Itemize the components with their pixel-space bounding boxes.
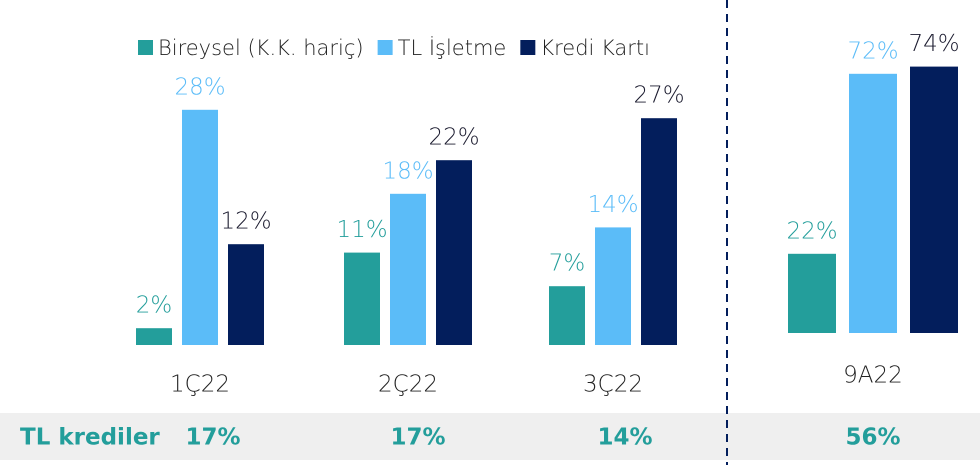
bar xyxy=(182,109,218,345)
value-label: 2% xyxy=(136,293,173,319)
legend-swatch xyxy=(377,40,393,55)
bar xyxy=(228,244,264,345)
legend-label: Kredi Kartı xyxy=(540,36,650,60)
summary-value: 14% xyxy=(597,425,652,451)
value-label: 7% xyxy=(549,251,586,277)
summary-value: 17% xyxy=(185,425,240,451)
bar xyxy=(788,253,836,333)
bar xyxy=(436,160,472,345)
value-label: 28% xyxy=(174,74,225,100)
bar xyxy=(136,328,172,345)
value-label: 22% xyxy=(786,218,837,244)
bar xyxy=(910,66,958,333)
legend-swatch xyxy=(520,40,536,55)
value-label: 12% xyxy=(220,209,271,235)
value-label: 72% xyxy=(847,38,898,64)
bar xyxy=(549,286,585,345)
legend-swatch xyxy=(138,40,153,55)
category-label: 2Ç22 xyxy=(378,372,438,398)
value-label: 14% xyxy=(587,192,638,218)
summary-band xyxy=(0,413,980,460)
bar xyxy=(849,73,897,334)
category-label: 1Ç22 xyxy=(170,372,230,398)
value-label: 18% xyxy=(382,158,433,184)
category-label: 3Ç22 xyxy=(583,372,643,398)
summary-label: TL krediler xyxy=(20,425,160,451)
legend-label: Bireysel (K.K. hariç) xyxy=(158,36,364,60)
value-label: 22% xyxy=(428,125,479,151)
bar xyxy=(595,227,631,345)
bar xyxy=(390,193,426,345)
legend-label: TL İşletme xyxy=(398,35,507,60)
summary-value: 56% xyxy=(845,425,900,451)
value-label: 74% xyxy=(908,31,959,57)
category-label: 9A22 xyxy=(843,363,903,389)
value-label: 27% xyxy=(633,83,684,109)
bar xyxy=(641,118,677,345)
value-label: 11% xyxy=(336,217,387,243)
summary-value: 17% xyxy=(390,425,445,451)
bar xyxy=(344,252,380,345)
